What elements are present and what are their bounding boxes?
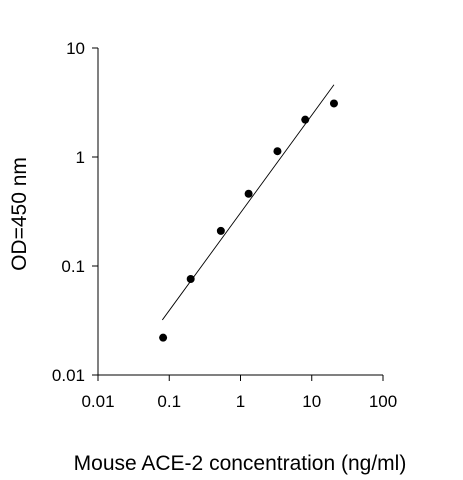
x-tick-label: 100 <box>369 392 397 411</box>
data-point <box>329 99 338 108</box>
data-point <box>216 226 225 235</box>
data-point <box>244 189 253 198</box>
y-axis-ticks: 0.01 0.1 1 10 <box>52 39 98 385</box>
y-axis-label: OD=450 nm <box>8 157 31 271</box>
y-tick-label: 10 <box>66 39 85 58</box>
y-tick-label: 0.1 <box>61 257 85 276</box>
x-tick-label: 0.01 <box>81 392 114 411</box>
data-points <box>159 99 338 342</box>
data-point <box>273 147 282 156</box>
x-axis-label: Mouse ACE-2 concentration (ng/ml) <box>74 452 407 475</box>
data-point <box>159 333 168 342</box>
x-tick-label: 1 <box>236 392 245 411</box>
y-tick-label: 0.01 <box>52 366 85 385</box>
y-tick-label: 1 <box>76 148 85 167</box>
x-tick-label: 10 <box>302 392 321 411</box>
x-axis-ticks: 0.01 0.1 1 10 100 <box>81 375 397 411</box>
data-point <box>186 274 195 283</box>
plot-area: 0.01 0.1 1 10 100 0.01 0.1 1 10 <box>52 39 397 411</box>
x-tick-label: 0.1 <box>157 392 181 411</box>
data-point <box>301 115 310 124</box>
